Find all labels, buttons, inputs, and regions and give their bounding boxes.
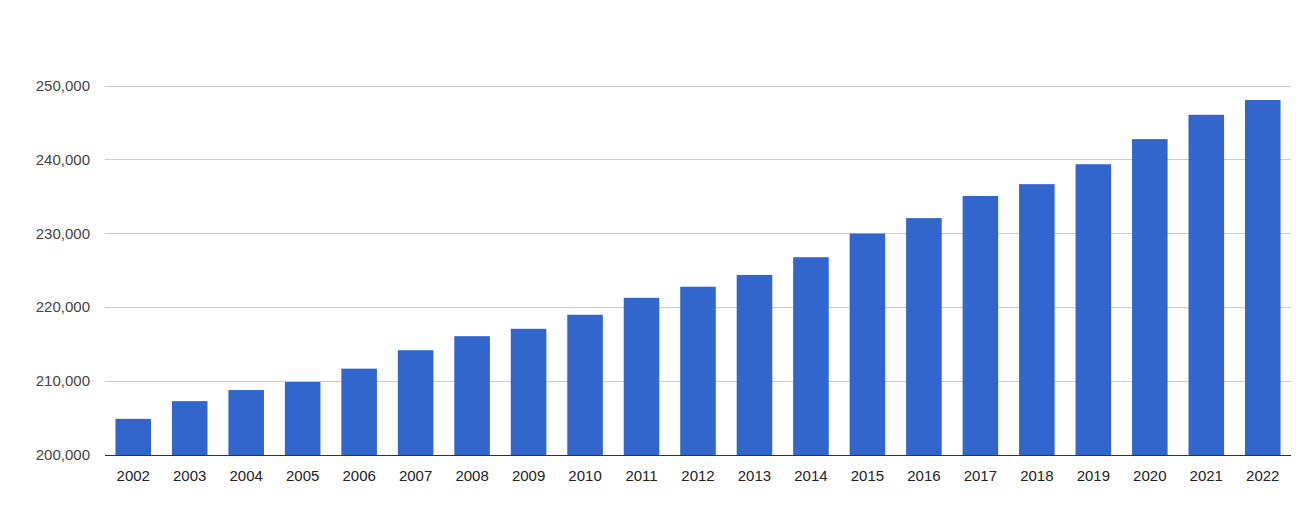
bar: [567, 315, 603, 455]
x-tick-label: 2010: [568, 467, 601, 484]
x-tick-label: 2008: [455, 467, 488, 484]
bar: [850, 234, 886, 455]
x-tick-label: 2014: [794, 467, 827, 484]
x-tick-label: 2006: [342, 467, 375, 484]
bar: [737, 275, 773, 455]
x-tick-label: 2012: [681, 467, 714, 484]
y-tick-label: 240,000: [36, 151, 90, 168]
x-tick-label: 2011: [625, 467, 657, 484]
grid-line: [105, 455, 1291, 456]
chart: 200,000 210,000 220,000 230,000 240,000 250,0…: [0, 0, 1305, 510]
x-tick-label: 2017: [964, 467, 997, 484]
x-tick-label: 2004: [230, 467, 263, 484]
bar: [172, 401, 208, 455]
bar: [1245, 100, 1281, 455]
x-axis-line: [105, 455, 1291, 456]
y-tick-label: 200,000: [36, 446, 90, 463]
bar: [963, 196, 999, 455]
x-tick-label: 2016: [907, 467, 940, 484]
bar: [624, 298, 660, 455]
chart-container: 200,000 210,000 220,000 230,000 240,000 250,0…: [0, 0, 1305, 510]
bar: [511, 329, 547, 455]
x-tick-label: 2003: [173, 467, 206, 484]
bar: [115, 419, 151, 455]
bar: [341, 369, 377, 455]
y-tick-label: 220,000: [36, 298, 90, 315]
grid-line: [105, 159, 1291, 160]
x-tick-label: 2020: [1133, 467, 1166, 484]
y-tick-label: 250,000: [36, 77, 90, 94]
x-tick-label: 2022: [1246, 467, 1279, 484]
x-tick-label: 2013: [738, 467, 771, 484]
bar: [1019, 184, 1055, 455]
x-tick-label: 2019: [1077, 467, 1110, 484]
grid-line: [105, 233, 1291, 234]
bar: [1132, 139, 1168, 455]
bar: [906, 218, 942, 455]
y-tick-label: 230,000: [36, 225, 90, 242]
bar: [1076, 164, 1112, 455]
x-tick-label: 2015: [851, 467, 884, 484]
x-tick-label: 2009: [512, 467, 545, 484]
x-tick-label: 2007: [399, 467, 432, 484]
y-tick-label: 210,000: [36, 372, 90, 389]
grid-line: [105, 86, 1291, 87]
bar: [228, 390, 264, 455]
bar: [398, 350, 434, 455]
x-tick-label: 2018: [1020, 467, 1053, 484]
bar: [285, 382, 321, 455]
bar: [454, 336, 490, 455]
x-tick-label: 2005: [286, 467, 319, 484]
bar: [680, 287, 716, 455]
x-tick-label: 2002: [117, 467, 150, 484]
x-tick-label: 2021: [1190, 467, 1223, 484]
bars: [115, 100, 1280, 455]
bar: [1188, 115, 1224, 455]
bar: [793, 257, 829, 455]
